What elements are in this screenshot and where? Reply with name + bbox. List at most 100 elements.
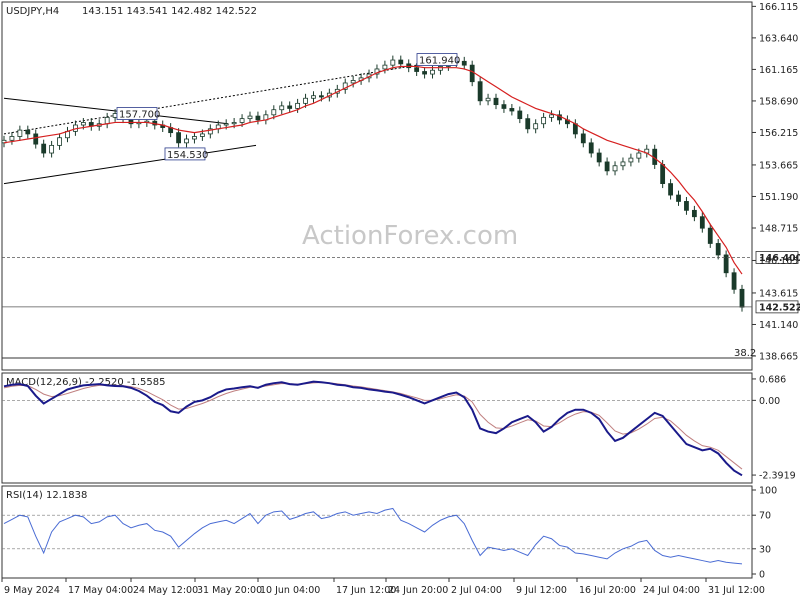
price-annotation-label: 161.940 <box>419 56 460 67</box>
price-ytick-label: 143.615 <box>759 288 798 299</box>
candle-body <box>9 136 15 141</box>
x-tick-label: 17 Jun 12:00 <box>336 585 396 596</box>
candle-body <box>17 129 23 137</box>
candle-body <box>533 123 539 130</box>
candle-body <box>580 133 586 144</box>
candle-body <box>469 64 475 83</box>
candle-body <box>676 194 681 202</box>
price-annotation-box <box>416 53 458 66</box>
price-ytick-label: 163.640 <box>759 33 798 44</box>
candle-body <box>517 110 523 120</box>
candle-body <box>660 164 666 184</box>
macd-ytick-label: 0.686 <box>759 374 786 385</box>
candle-body <box>691 209 697 218</box>
price-ytick-label: 148.715 <box>759 223 798 234</box>
macd-series-macd <box>3 380 743 477</box>
candle-body <box>485 97 491 102</box>
price-ytick-label: 151.190 <box>759 192 798 203</box>
candle-body <box>374 68 380 75</box>
x-tick-label: 2 Jul 04:00 <box>451 585 502 596</box>
price-ytick-label: 158.690 <box>759 96 798 107</box>
candle-body <box>477 81 483 102</box>
candle-body <box>33 133 39 145</box>
x-tick-label: 24 Jul 04:00 <box>643 585 700 596</box>
candle-body <box>350 80 356 84</box>
rsi-ytick-label: 30 <box>759 544 771 555</box>
candle-body <box>199 133 205 137</box>
candle-body <box>382 64 388 70</box>
x-tick-label: 9 May 2024 <box>4 585 60 596</box>
moving-average-line <box>3 65 743 275</box>
candle-body <box>311 95 316 99</box>
candle-body <box>549 114 554 118</box>
candle-body <box>41 143 47 154</box>
rsi-ytick-label: 0 <box>759 570 765 581</box>
candle-body <box>493 97 499 106</box>
price-title: USDJPY,H4 <box>6 6 59 17</box>
candle-body <box>231 122 237 125</box>
candle-body <box>541 116 547 125</box>
triangle-lower-line <box>3 144 257 185</box>
candle-body <box>699 216 705 229</box>
candle-body <box>1 139 7 144</box>
candle-body <box>398 59 404 65</box>
candle-body <box>192 136 197 140</box>
candle-body <box>279 105 285 111</box>
price-ytick-label: 141.140 <box>759 320 798 331</box>
x-tick-label: 10 Jun 04:00 <box>260 585 320 596</box>
rsi-line <box>3 507 743 565</box>
candle-body <box>596 152 602 163</box>
candle-body <box>255 115 261 121</box>
candle-body <box>461 60 467 66</box>
macd-ytick-label: 0.00 <box>759 396 780 407</box>
x-tick-label: 31 Jul 12:00 <box>708 585 765 596</box>
candle-body <box>501 104 507 109</box>
price-ytick-label: 146.165 <box>759 256 798 267</box>
price-ytick-label: 161.165 <box>759 65 798 76</box>
price-ytick-label: 156.215 <box>759 128 798 139</box>
candle-body <box>636 152 642 159</box>
price-ytick-label: 138.665 <box>759 352 798 363</box>
candle-body <box>723 254 729 274</box>
price-panel <box>1 1 753 371</box>
candle-body <box>604 161 610 172</box>
candle-body <box>684 201 689 211</box>
x-tick-label: 9 Jul 12:00 <box>516 585 567 596</box>
x-tick-label: 16 Jul 20:00 <box>579 585 636 596</box>
level-tag <box>755 300 799 314</box>
candle-body <box>176 132 181 144</box>
candle-body <box>509 108 515 112</box>
ohlc-readout: 143.151 143.541 142.482 142.522 <box>82 6 257 17</box>
candle-body <box>104 116 110 125</box>
candle-body <box>707 227 713 244</box>
price-ytick-label: 166.115 <box>759 2 798 13</box>
candle-body <box>612 165 618 172</box>
rsi-ytick-label: 100 <box>759 486 777 497</box>
candle-body <box>588 142 594 154</box>
candle-body <box>414 67 420 72</box>
candle-body <box>731 272 737 290</box>
x-tick-label: 24 Jun 20:00 <box>388 585 448 596</box>
triangle-upper-line <box>3 97 229 125</box>
candle-body <box>715 243 721 256</box>
candle-body <box>620 161 626 167</box>
macd-title: MACD(12,26,9) -2.2520 -1.5585 <box>6 377 166 388</box>
candle-body <box>223 123 229 126</box>
x-tick-label: 31 May 20:00 <box>197 585 262 596</box>
price-annotation-label: 157.700 <box>119 110 160 121</box>
level-tag <box>755 251 799 264</box>
candle-body <box>184 138 189 144</box>
candle-body <box>80 122 86 126</box>
candle-body <box>207 128 213 135</box>
candle-body <box>390 59 396 66</box>
fib-label: 38.2 <box>734 348 756 359</box>
candle-body <box>525 118 531 130</box>
candle-body <box>438 66 443 71</box>
price-ytick-label: 153.665 <box>759 160 798 171</box>
price-annotation-box <box>164 147 206 161</box>
candle-body <box>739 288 745 308</box>
candle-body <box>319 95 324 98</box>
candle-body <box>430 69 435 75</box>
watermark: ActionForex.com <box>302 221 518 251</box>
